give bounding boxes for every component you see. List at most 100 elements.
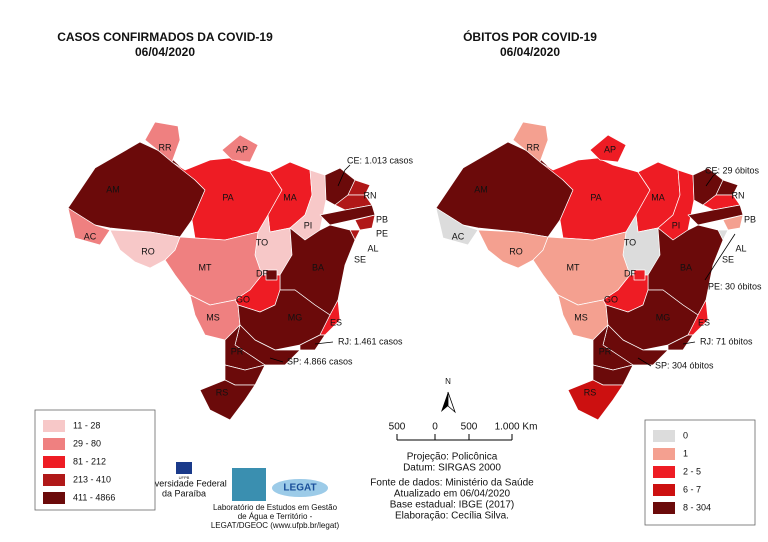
callout-label: CE: 1.013 casos (347, 155, 414, 165)
legend-swatch (43, 438, 65, 450)
state-label: MA (651, 192, 665, 202)
state (199, 379, 256, 421)
state-label: RS (216, 387, 229, 397)
scale-label: 0 (432, 422, 438, 433)
state-label: BA (680, 262, 692, 272)
note: Base estadual: IBGE (2017) (390, 500, 515, 511)
state-label: ES (330, 317, 342, 327)
callout-label: CE: 29 óbitos (705, 165, 760, 175)
state-label: RN (364, 190, 377, 200)
callout-label: RJ: 71 óbitos (700, 336, 753, 346)
state (221, 134, 259, 163)
state (512, 121, 549, 163)
scale-label: 1.000 Km (495, 422, 538, 433)
note: Projeção: Policônica (407, 452, 498, 463)
state-label: MT (199, 262, 212, 272)
state (589, 134, 627, 163)
north-label: N (445, 377, 451, 386)
state (319, 299, 341, 336)
state-label: PA (590, 192, 601, 202)
state-label: PR (599, 346, 612, 356)
legend-label: 2 - 5 (683, 466, 701, 476)
callout-line (682, 341, 696, 345)
logo-text: UFPB (179, 475, 190, 480)
state-label: AM (474, 184, 488, 194)
state-label: SE (722, 254, 734, 264)
state-label: PA (222, 192, 233, 202)
state-label: DF (256, 268, 268, 278)
state-label: GO (604, 294, 618, 304)
state-label: AM (106, 184, 120, 194)
state-label: RO (141, 246, 155, 256)
state-label: GO (236, 294, 250, 304)
state-label: MS (206, 312, 220, 322)
map-title: ÓBITOS POR COVID-19 (463, 29, 597, 44)
state (319, 204, 376, 226)
legend-swatch (653, 466, 675, 478)
state-label: PE (376, 228, 388, 238)
legend-label: 81 - 212 (73, 456, 106, 466)
state-label: AL (735, 243, 746, 253)
state (435, 207, 479, 246)
callout-line (637, 357, 652, 367)
logo-caption: da Paraíba (162, 488, 206, 498)
state-label: RN (732, 190, 745, 200)
map-title: CASOS CONFIRMADOS DA COVID-19 (57, 30, 273, 44)
state-label: TO (256, 237, 268, 247)
legend-swatch (653, 484, 675, 496)
callout-label: SP: 4.866 casos (287, 356, 353, 366)
legend-swatch (653, 448, 675, 460)
north-arrow (441, 391, 456, 414)
callout-label: PE: 30 óbitos (708, 281, 762, 291)
state-label: SE (354, 254, 366, 264)
state-label: MG (656, 312, 671, 322)
state-label: AC (452, 231, 465, 241)
legend-swatch (653, 430, 675, 442)
scale-label: 500 (389, 422, 406, 433)
callout-line (704, 233, 736, 281)
note: Elaboração: Cecília Silva. (395, 511, 509, 522)
state (687, 299, 709, 336)
map-date: 06/04/2020 (500, 45, 560, 59)
state-label: MA (283, 192, 297, 202)
state (477, 229, 549, 269)
map-date: 06/04/2020 (135, 45, 195, 59)
state-label: MS (574, 312, 588, 322)
state (354, 214, 376, 231)
legend-swatch (653, 502, 675, 514)
state (109, 229, 181, 269)
state-label: PI (672, 220, 681, 230)
logo-caption: Universidade Federal (141, 478, 227, 488)
state (567, 379, 624, 421)
logo-caption: Laboratório de Estudos em Gestão (213, 503, 338, 512)
state-label: TO (624, 237, 636, 247)
legend-swatch (43, 474, 65, 486)
state-label: PB (744, 214, 756, 224)
state-label: PB (376, 214, 388, 224)
state (67, 207, 111, 246)
legend-label: 6 - 7 (683, 484, 701, 494)
state (687, 204, 744, 226)
legend-swatch (43, 420, 65, 432)
state-label: DF (624, 268, 636, 278)
state-label: RO (509, 246, 523, 256)
state-label: AP (604, 144, 616, 154)
legend-label: 11 - 28 (73, 420, 100, 430)
logo-caption: LEGAT/DGEOC (www.ufpb.br/legat) (211, 521, 340, 530)
state (144, 121, 181, 163)
note: Datum: SIRGAS 2000 (403, 463, 501, 474)
legend-label: 8 - 304 (683, 502, 711, 512)
state-label: MG (288, 312, 303, 322)
legend-swatch (43, 492, 65, 504)
state-label: AC (84, 231, 97, 241)
state-label: RR (527, 142, 540, 152)
state (722, 214, 744, 231)
callout-line (314, 341, 334, 345)
logo-legat: LEGAT (232, 468, 328, 501)
state-label: RS (584, 387, 597, 397)
state-label: ES (698, 317, 710, 327)
callout-line (705, 171, 719, 187)
state-label: AL (367, 243, 378, 253)
callout-line (269, 357, 284, 363)
